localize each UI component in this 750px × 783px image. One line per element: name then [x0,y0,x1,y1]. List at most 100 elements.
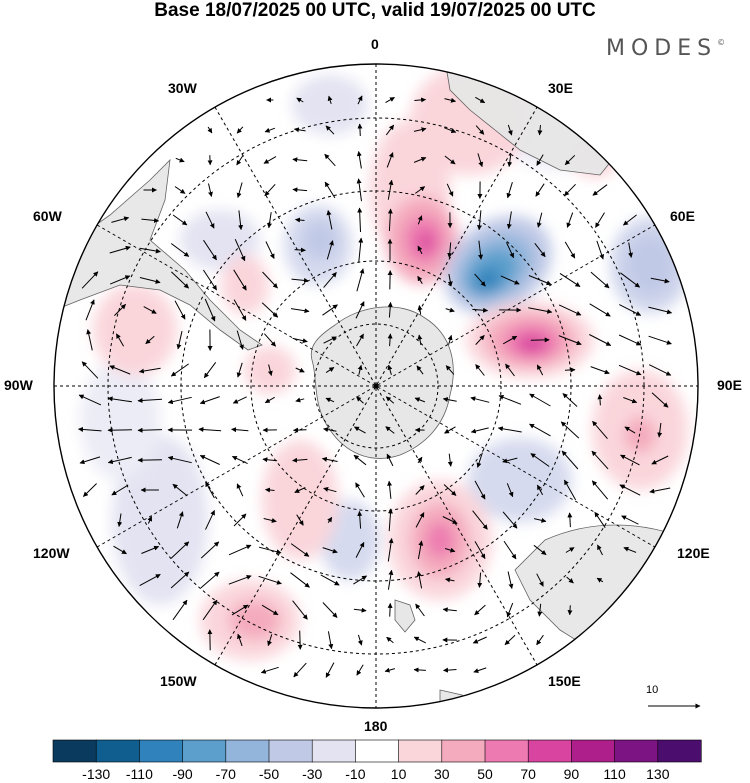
lon-label-60w: 60W [33,208,62,224]
wind-vector [109,245,131,254]
wind-vector [232,396,247,404]
wind-vector [139,573,161,587]
wind-vector [115,333,125,347]
wind-vector [447,242,453,259]
wind-vector [537,603,543,617]
wind-vector [476,452,483,468]
wind-vector [260,666,279,674]
wind-vector [237,633,243,647]
wind-vector [561,450,579,470]
wind-vector [442,607,457,613]
colorbar-tick-label: 90 [563,766,580,782]
wind-vector [444,127,457,133]
wind-vector [475,96,486,104]
wind-vector [261,604,279,616]
wind-vector [355,301,365,319]
wind-vector [475,364,485,376]
wind-vector [413,156,427,163]
wind-vector [79,456,101,465]
wind-vector [417,540,424,560]
wind-vector [504,634,516,646]
wind-vector [529,393,551,407]
wind-vector [413,667,426,673]
wind-vector [507,153,513,167]
wind-vector [290,572,310,588]
map-title: Base 18/07/2025 00 UTC, valid 19/07/2025… [154,0,596,21]
wind-vector [472,636,487,644]
wind-vector [618,334,642,346]
colorbar-swatch [657,739,702,763]
wind-vector [292,337,308,344]
wind-vector [267,212,272,229]
wind-vector [528,275,552,286]
wind-vector [444,547,456,553]
wind-vector [205,211,215,229]
lon-label-120w: 120W [33,545,70,561]
wind-vector [505,242,515,259]
wind-vector [171,271,189,289]
wind-vector [385,426,395,434]
wind-vector [231,455,248,465]
wind-vector [475,335,485,345]
wind-vectors [78,95,673,678]
wind-vector [357,510,363,529]
wind-vector [564,367,576,373]
wind-vector [589,334,612,346]
wind-vector [202,599,218,621]
wind-vector [296,514,304,526]
wind-vector [564,154,576,166]
wind-vector [208,183,213,197]
wind-vector [294,247,306,253]
wind-vector [147,516,153,524]
wind-vector [322,602,338,618]
wind-vector [477,153,484,168]
wind-vector [174,300,186,320]
colorbar-swatch [484,739,529,763]
wind-vector [445,307,455,313]
wind-vector [507,571,514,589]
wind-vector [385,96,395,104]
wind-vector [85,299,95,321]
wind-vector [502,457,518,464]
wind-vector [294,487,306,493]
wind-vector [474,273,486,287]
colorbar-tick-label: 30 [434,766,450,782]
wind-vector [205,481,215,499]
lon-label-150e: 150E [548,673,581,689]
colorbar-tick-label: -30 [302,766,323,782]
wind-vector [415,485,425,495]
colorbar-swatch [182,739,227,763]
lon-label-0: 0 [371,36,379,52]
wind-vector [81,271,99,289]
wind-vector [231,427,249,433]
wind-vector [447,334,453,345]
wind-vector [590,271,610,289]
wind-vector [478,240,484,260]
wind-vector [595,212,605,228]
wind-vector [443,667,457,673]
wind-vector [623,546,637,553]
wind-vector [322,304,338,316]
wind-vector [138,367,161,374]
wind-vector [506,211,512,230]
wind-vector [353,607,367,613]
wind-vector [620,454,640,466]
wind-vector [385,124,395,136]
wind-vector [233,269,247,291]
wind-vector [414,97,427,103]
wind-vector [533,544,547,556]
colorbar-swatch [311,739,357,763]
colorbar-tick-label: 130 [646,766,670,782]
meridian-line [214,106,538,666]
meridian-line [96,224,656,548]
wind-vector [651,455,669,465]
wind-vector [296,97,304,103]
wind-vector [233,513,247,527]
wind-vector [536,154,544,166]
wind-vector [321,456,338,462]
meridian-line [214,106,538,666]
wind-vector [233,299,247,321]
wind-vector [290,308,310,314]
wind-vector [203,239,217,261]
wind-vector [387,179,394,200]
